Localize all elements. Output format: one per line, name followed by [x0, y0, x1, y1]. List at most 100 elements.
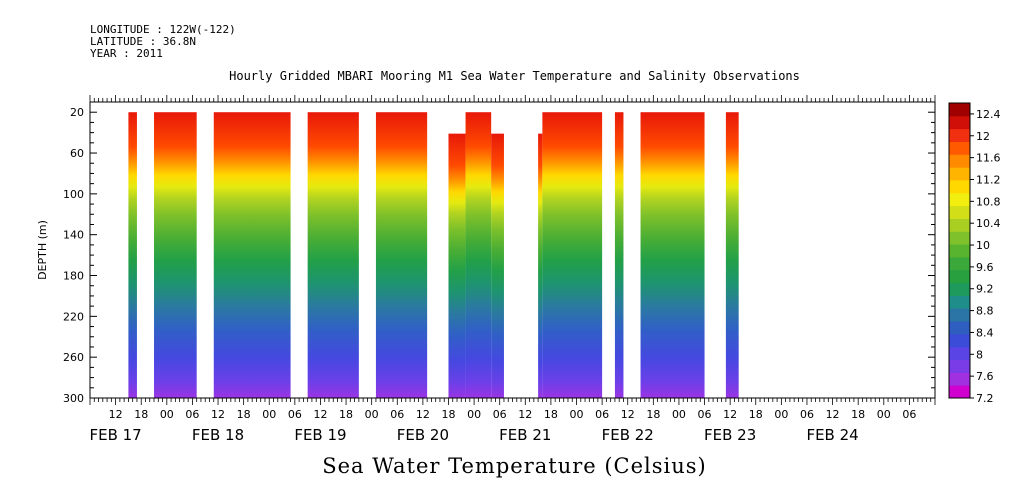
- colorbar-swatch: [949, 385, 970, 399]
- x-hour-label: 06: [390, 408, 404, 421]
- x-hour-label: 18: [134, 408, 148, 421]
- x-day-label: FEB 20: [397, 426, 449, 444]
- x-hour-label: 00: [467, 408, 481, 421]
- data-segment: [491, 133, 504, 399]
- y-axis-label: DEPTH (m): [36, 220, 49, 280]
- x-hour-label: 18: [646, 408, 660, 421]
- data-segment: [307, 112, 359, 398]
- colorbar-swatch: [949, 128, 970, 142]
- data-segment: [465, 112, 492, 398]
- x-hour-label: 06: [493, 408, 507, 421]
- y-tick-label: 220: [63, 310, 84, 323]
- x-hour-label: 06: [288, 408, 302, 421]
- year-label: YEAR : 2011: [90, 47, 163, 60]
- colorbar-swatch: [949, 372, 970, 386]
- colorbar-label: 10.8: [976, 195, 1001, 208]
- x-hour-label: 18: [237, 408, 251, 421]
- data-segment: [640, 112, 705, 398]
- y-tick-label: 140: [63, 229, 84, 242]
- colorbar-label: 9.6: [976, 261, 994, 274]
- station-metadata: LONGITUDE : 122W(-122) LATITUDE : 36.8N …: [90, 24, 236, 60]
- colorbar: 12.4 12 11.6 11.2 10.8 10.4 10 9.6 9.2 8.8 8.4 8 7.6…: [948, 102, 1001, 405]
- colorbar-swatch: [949, 205, 970, 219]
- colorbar-swatch: [949, 115, 970, 130]
- chart-title: Hourly Gridded MBARI Mooring M1 Sea Wate…: [229, 69, 800, 83]
- colorbar-swatch: [949, 269, 970, 284]
- x-hour-label: 18: [749, 408, 763, 421]
- x-hour-label: 00: [672, 408, 686, 421]
- x-hour-label: 00: [570, 408, 584, 421]
- colorbar-swatch: [949, 256, 970, 271]
- colorbar-swatch: [949, 167, 970, 181]
- x-hour-label: 00: [774, 408, 788, 421]
- colorbar-swatch: [949, 154, 970, 168]
- colorbar-label: 7.2: [976, 392, 994, 405]
- colorbar-swatch: [949, 141, 970, 155]
- colorbar-swatch: [949, 333, 970, 348]
- colorbar-label: 12: [976, 130, 990, 143]
- data-segment: [614, 112, 624, 398]
- y-tick-label: 20: [70, 106, 84, 119]
- x-hour-label: 12: [109, 408, 123, 421]
- colorbar-swatch: [949, 179, 970, 194]
- colorbar-swatch: [949, 308, 970, 322]
- x-hour-label: 12: [518, 408, 532, 421]
- x-hour-label: 06: [902, 408, 916, 421]
- colorbar-label: 8: [976, 348, 983, 361]
- data-segment: [448, 133, 466, 399]
- colorbar-swatch: [949, 192, 970, 207]
- colorbar-swatch: [949, 346, 970, 361]
- x-hour-label: 06: [185, 408, 199, 421]
- x-hour-label: 12: [416, 408, 430, 421]
- colorbar-label: 10.4: [976, 217, 1001, 230]
- axes: 20 60 100 140 180 220 260 300 12 18 00 06 12 18 00 06 12…: [63, 95, 936, 444]
- y-tick-label: 100: [63, 188, 84, 201]
- colorbar-label: 10: [976, 239, 990, 252]
- x-hour-label: 12: [621, 408, 635, 421]
- x-day-label: FEB 23: [704, 426, 756, 444]
- colorbar-label: 8.4: [976, 326, 994, 339]
- data-segment: [725, 112, 739, 398]
- x-hour-label: 00: [262, 408, 276, 421]
- x-axis-label: Sea Water Temperature (Celsius): [322, 454, 707, 478]
- x-hour-label: 12: [211, 408, 225, 421]
- colorbar-label: 7.6: [976, 370, 994, 383]
- y-tick-label: 180: [63, 270, 84, 283]
- colorbar-swatch: [949, 218, 970, 232]
- x-day-label: FEB 19: [294, 426, 346, 444]
- data-segment: [128, 112, 137, 398]
- plot-data-area: [128, 112, 739, 399]
- x-hour-label: 00: [160, 408, 174, 421]
- x-hour-label: 18: [441, 408, 455, 421]
- data-segment: [375, 112, 428, 398]
- y-tick-label: 60: [70, 147, 84, 160]
- data-segment: [213, 112, 291, 398]
- colorbar-swatch: [949, 103, 970, 117]
- colorbar-swatch: [949, 244, 970, 258]
- colorbar-frame: [948, 102, 971, 399]
- x-hour-label: 06: [698, 408, 712, 421]
- x-hour-label: 12: [313, 408, 327, 421]
- x-day-label: FEB 22: [602, 426, 654, 444]
- x-hour-label: 06: [595, 408, 609, 421]
- colorbar-swatch: [949, 231, 970, 245]
- colorbar-swatch: [949, 359, 970, 373]
- x-hour-label: 18: [339, 408, 353, 421]
- x-day-label: FEB 24: [806, 426, 858, 444]
- x-hour-label: 00: [365, 408, 379, 421]
- x-hour-label: 12: [826, 408, 840, 421]
- x-day-label: FEB 18: [192, 426, 244, 444]
- data-segment: [154, 112, 197, 398]
- colorbar-label: 11.2: [976, 173, 1001, 186]
- colorbar-label: 8.8: [976, 305, 994, 318]
- x-hour-label: 12: [723, 408, 737, 421]
- data-segment: [538, 133, 543, 399]
- longitude-label: LONGITUDE : 122W(-122): [90, 23, 236, 36]
- x-day-label: FEB 17: [89, 426, 141, 444]
- y-tick-label: 260: [63, 351, 84, 364]
- colorbar-swatch: [949, 282, 970, 296]
- colorbar-label: 9.2: [976, 283, 994, 296]
- x-hour-label: 06: [800, 408, 814, 421]
- y-tick-label: 300: [63, 392, 84, 405]
